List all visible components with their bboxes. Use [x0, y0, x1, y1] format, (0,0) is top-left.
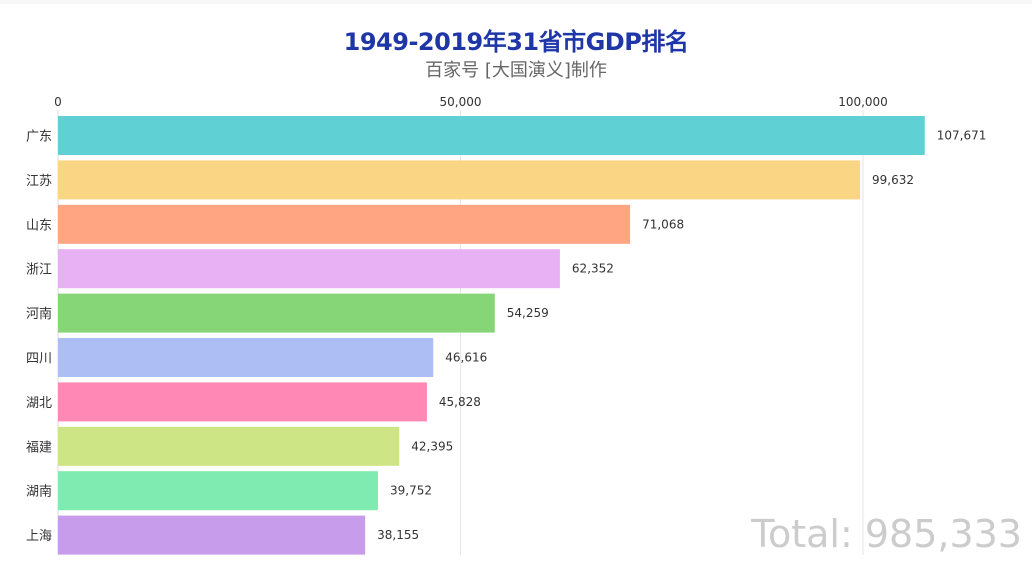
chart-subtitle: 百家号 [大国演义]制作 — [425, 60, 607, 81]
category-label: 山东 — [26, 218, 52, 233]
top-strip — [0, 0, 1032, 4]
bar — [58, 382, 427, 422]
bar — [58, 160, 861, 200]
bar — [58, 293, 495, 333]
category-label: 四川 — [26, 352, 52, 367]
value-label: 42,395 — [411, 439, 453, 453]
bar — [58, 515, 366, 555]
bar — [58, 249, 560, 289]
bar — [58, 204, 631, 244]
value-label: 71,068 — [642, 217, 684, 231]
category-label: 上海 — [26, 529, 52, 544]
value-label: 99,632 — [872, 173, 914, 187]
total-annotation: Total: 985,333 — [751, 512, 1022, 556]
value-label: 107,671 — [937, 129, 987, 143]
category-label: 河南 — [26, 306, 52, 322]
value-label: 39,752 — [390, 484, 432, 498]
bar — [58, 116, 925, 155]
value-label: 45,828 — [439, 395, 481, 409]
category-label: 湖南 — [26, 484, 52, 500]
value-label: 38,155 — [377, 528, 419, 542]
bar — [58, 426, 400, 466]
x-tick-label: 50,000 — [440, 95, 482, 109]
category-label: 江苏 — [26, 173, 52, 189]
category-label: 广东 — [26, 130, 52, 145]
value-label: 54,259 — [507, 306, 549, 320]
category-label: 福建 — [26, 440, 52, 455]
value-label: 62,352 — [572, 262, 614, 276]
x-tick-label: 100,000 — [838, 95, 888, 109]
x-tick-label: 0 — [54, 95, 62, 109]
bar — [58, 471, 379, 511]
bar — [58, 338, 434, 377]
category-label: 湖北 — [26, 396, 52, 411]
chart-title: 1949-2019年31省市GDP排名 — [343, 28, 689, 56]
value-label: 46,616 — [445, 351, 487, 365]
category-label: 浙江 — [26, 263, 52, 278]
